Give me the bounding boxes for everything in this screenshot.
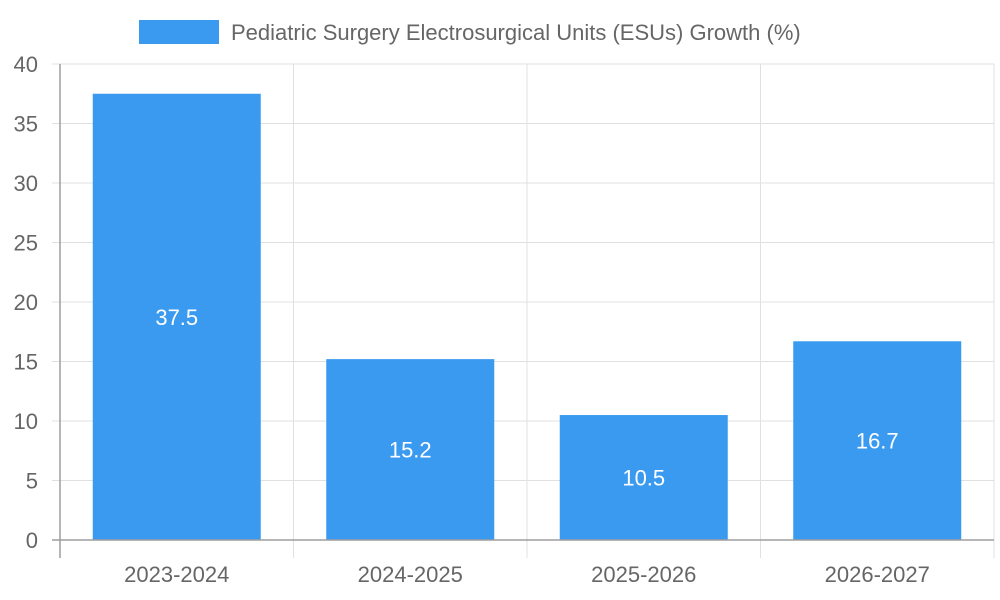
y-tick-label: 0 bbox=[26, 528, 38, 553]
chart-axes: 0 5 10 15 20 25 30 35 40 2023-2024 2024-2025 2025-2… bbox=[14, 52, 995, 587]
y-tick-label: 15 bbox=[14, 350, 38, 375]
legend-label[interactable]: Pediatric Surgery Electrosurgical Units … bbox=[231, 20, 801, 45]
chart-bars bbox=[92, 93, 962, 540]
bar-value-label: 16.7 bbox=[856, 429, 899, 454]
legend-swatch[interactable] bbox=[139, 20, 219, 44]
y-tick-label: 35 bbox=[14, 112, 38, 137]
bar-value-label: 10.5 bbox=[622, 466, 665, 491]
y-tick-label: 5 bbox=[26, 469, 38, 494]
chart-data-labels: 37.5 15.2 10.5 16.7 bbox=[155, 305, 898, 491]
bar-2025-2026[interactable] bbox=[559, 415, 728, 540]
y-tick-label: 10 bbox=[14, 409, 38, 434]
x-tick-label: 2023-2024 bbox=[124, 562, 229, 587]
bar-2023-2024[interactable] bbox=[92, 93, 261, 540]
y-tick-label: 20 bbox=[14, 290, 38, 315]
y-tick-label: 25 bbox=[14, 231, 38, 256]
y-tick-label: 30 bbox=[14, 171, 38, 196]
bar-value-label: 15.2 bbox=[389, 438, 432, 463]
bar-value-label: 37.5 bbox=[155, 305, 198, 330]
bar-2024-2025[interactable] bbox=[326, 359, 495, 540]
bar-2026-2027[interactable] bbox=[793, 341, 962, 540]
x-tick-label: 2024-2025 bbox=[358, 562, 463, 587]
chart-legend[interactable]: Pediatric Surgery Electrosurgical Units … bbox=[139, 20, 801, 45]
x-tick-label: 2026-2027 bbox=[825, 562, 930, 587]
y-tick-label: 40 bbox=[14, 52, 38, 77]
x-tick-label: 2025-2026 bbox=[591, 562, 696, 587]
